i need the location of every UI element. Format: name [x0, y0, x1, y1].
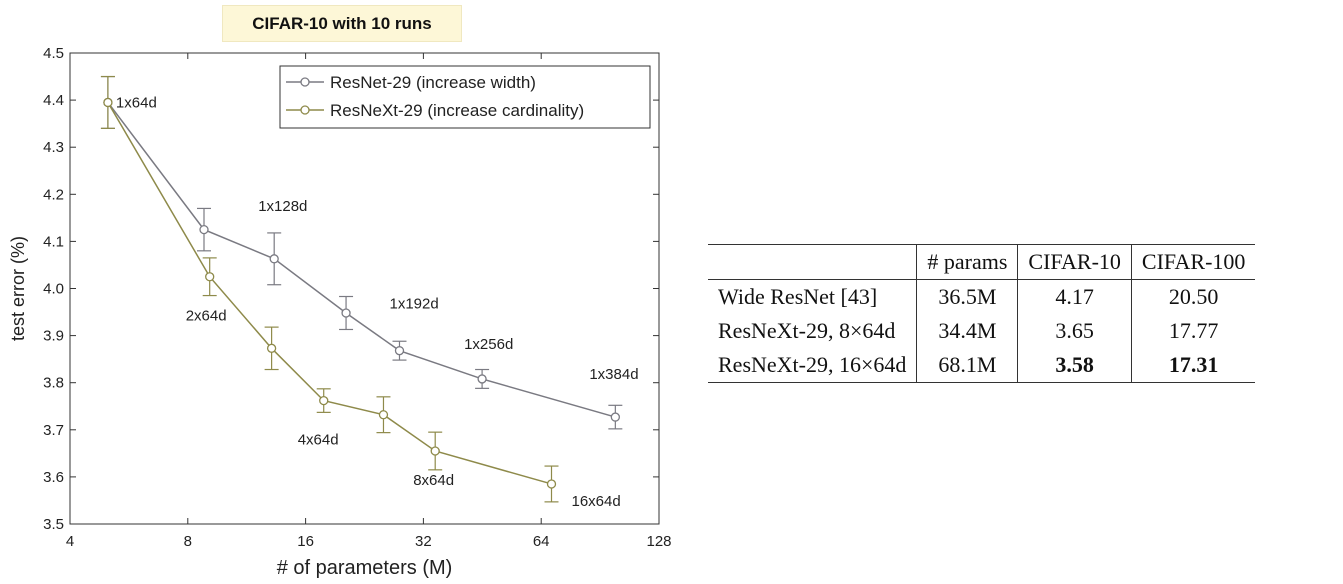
cell-cifar10: 3.65	[1017, 314, 1132, 348]
data-label: 1x128d	[258, 198, 307, 215]
y-tick-label: 3.5	[43, 516, 64, 533]
y-tick-label: 4.1	[43, 233, 64, 250]
cell-cifar100: 20.50	[1130, 279, 1256, 314]
legend-box	[279, 65, 651, 129]
table-header-row: # params CIFAR-10 CIFAR-100	[708, 244, 1256, 280]
data-label: 8x64d	[413, 472, 454, 489]
data-label: 1x192d	[389, 296, 438, 313]
y-tick-label: 3.8	[43, 375, 64, 392]
header-model	[708, 245, 917, 280]
data-point	[378, 410, 389, 420]
header-cifar10: CIFAR-10	[1017, 244, 1132, 280]
cell-cifar10: 3.58	[1017, 348, 1132, 383]
table-row: Wide ResNet [43] 36.5M 4.17 20.50	[708, 279, 1256, 314]
x-tick-label: 128	[646, 533, 671, 550]
cell-cifar100: 17.77	[1130, 314, 1256, 348]
x-tick-label: 4	[66, 533, 74, 550]
error-vs-params-chart: 3.5 3.6 3.7 3.8 3.9 4.0 4.1 4.2 4.3 4.4 4.5 4 8 16 32 6…	[8, 45, 672, 579]
data-point	[199, 224, 209, 235]
data-point	[269, 254, 279, 264]
series-line-resnet	[107, 102, 616, 418]
data-point	[430, 446, 440, 456]
table-row: ResNeXt-29, 8×64d 34.4M 3.65 17.77	[708, 314, 1256, 348]
x-tick-label: 64	[533, 533, 550, 550]
data-point	[394, 346, 405, 356]
y-tick-label: 3.7	[43, 422, 64, 439]
data-point	[205, 272, 215, 282]
y-tick-label: 4.4	[43, 92, 64, 109]
data-label: 1x64d	[116, 94, 157, 111]
header-cifar100: CIFAR-100	[1130, 244, 1256, 280]
legend-label: ResNeXt-29 (increase cardinality)	[330, 101, 584, 120]
y-tick-label: 4.0	[43, 281, 64, 298]
cell-model: ResNeXt-29, 16×64d	[718, 352, 907, 377]
cell-cifar10: 4.17	[1017, 279, 1132, 314]
legend-swatch-marker	[300, 105, 310, 115]
data-label: 1x256d	[464, 336, 513, 353]
legend-swatch-marker	[300, 77, 310, 87]
data-point	[266, 343, 277, 353]
table-row: ResNeXt-29, 16×64d 68.1M 3.58 17.31	[708, 348, 1256, 383]
cell-params: 34.4M	[916, 314, 1018, 348]
cell-params: 36.5M	[916, 279, 1018, 314]
data-point	[341, 308, 351, 318]
data-point	[546, 479, 557, 489]
x-tick-label: 16	[297, 533, 314, 550]
data-label: 2x64d	[186, 308, 227, 325]
x-axis-label: # of parameters (M)	[277, 557, 453, 579]
cell-model: Wide ResNet [43]	[718, 284, 878, 309]
header-params: # params	[916, 244, 1018, 280]
y-tick-label: 4.5	[43, 45, 64, 62]
data-label: 16x64d	[572, 493, 621, 510]
data-point	[103, 97, 113, 108]
y-tick-label: 4.2	[43, 186, 64, 203]
cell-params: 68.1M	[916, 348, 1018, 383]
cell-model: ResNeXt-29, 8×64d	[718, 318, 896, 343]
x-tick-label: 8	[184, 533, 192, 550]
x-tick-label: 32	[415, 533, 432, 550]
data-point	[477, 374, 487, 384]
chart-banner: CIFAR-10 with 10 runs	[222, 5, 462, 42]
legend-label: ResNet-29 (increase width)	[330, 73, 536, 92]
data-point	[610, 412, 620, 422]
data-label: 1x384d	[589, 366, 638, 383]
y-tick-label: 3.6	[43, 469, 64, 486]
series-line-resnext	[107, 102, 552, 485]
y-tick-label: 3.9	[43, 328, 64, 345]
y-axis-label: test error (%)	[8, 236, 28, 341]
results-table: # params CIFAR-10 CIFAR-100 Wide ResNet …	[708, 244, 1256, 383]
data-point	[319, 395, 329, 406]
data-label: 4x64d	[298, 432, 339, 449]
cell-cifar100: 17.31	[1130, 348, 1256, 383]
y-tick-label: 4.3	[43, 139, 64, 156]
